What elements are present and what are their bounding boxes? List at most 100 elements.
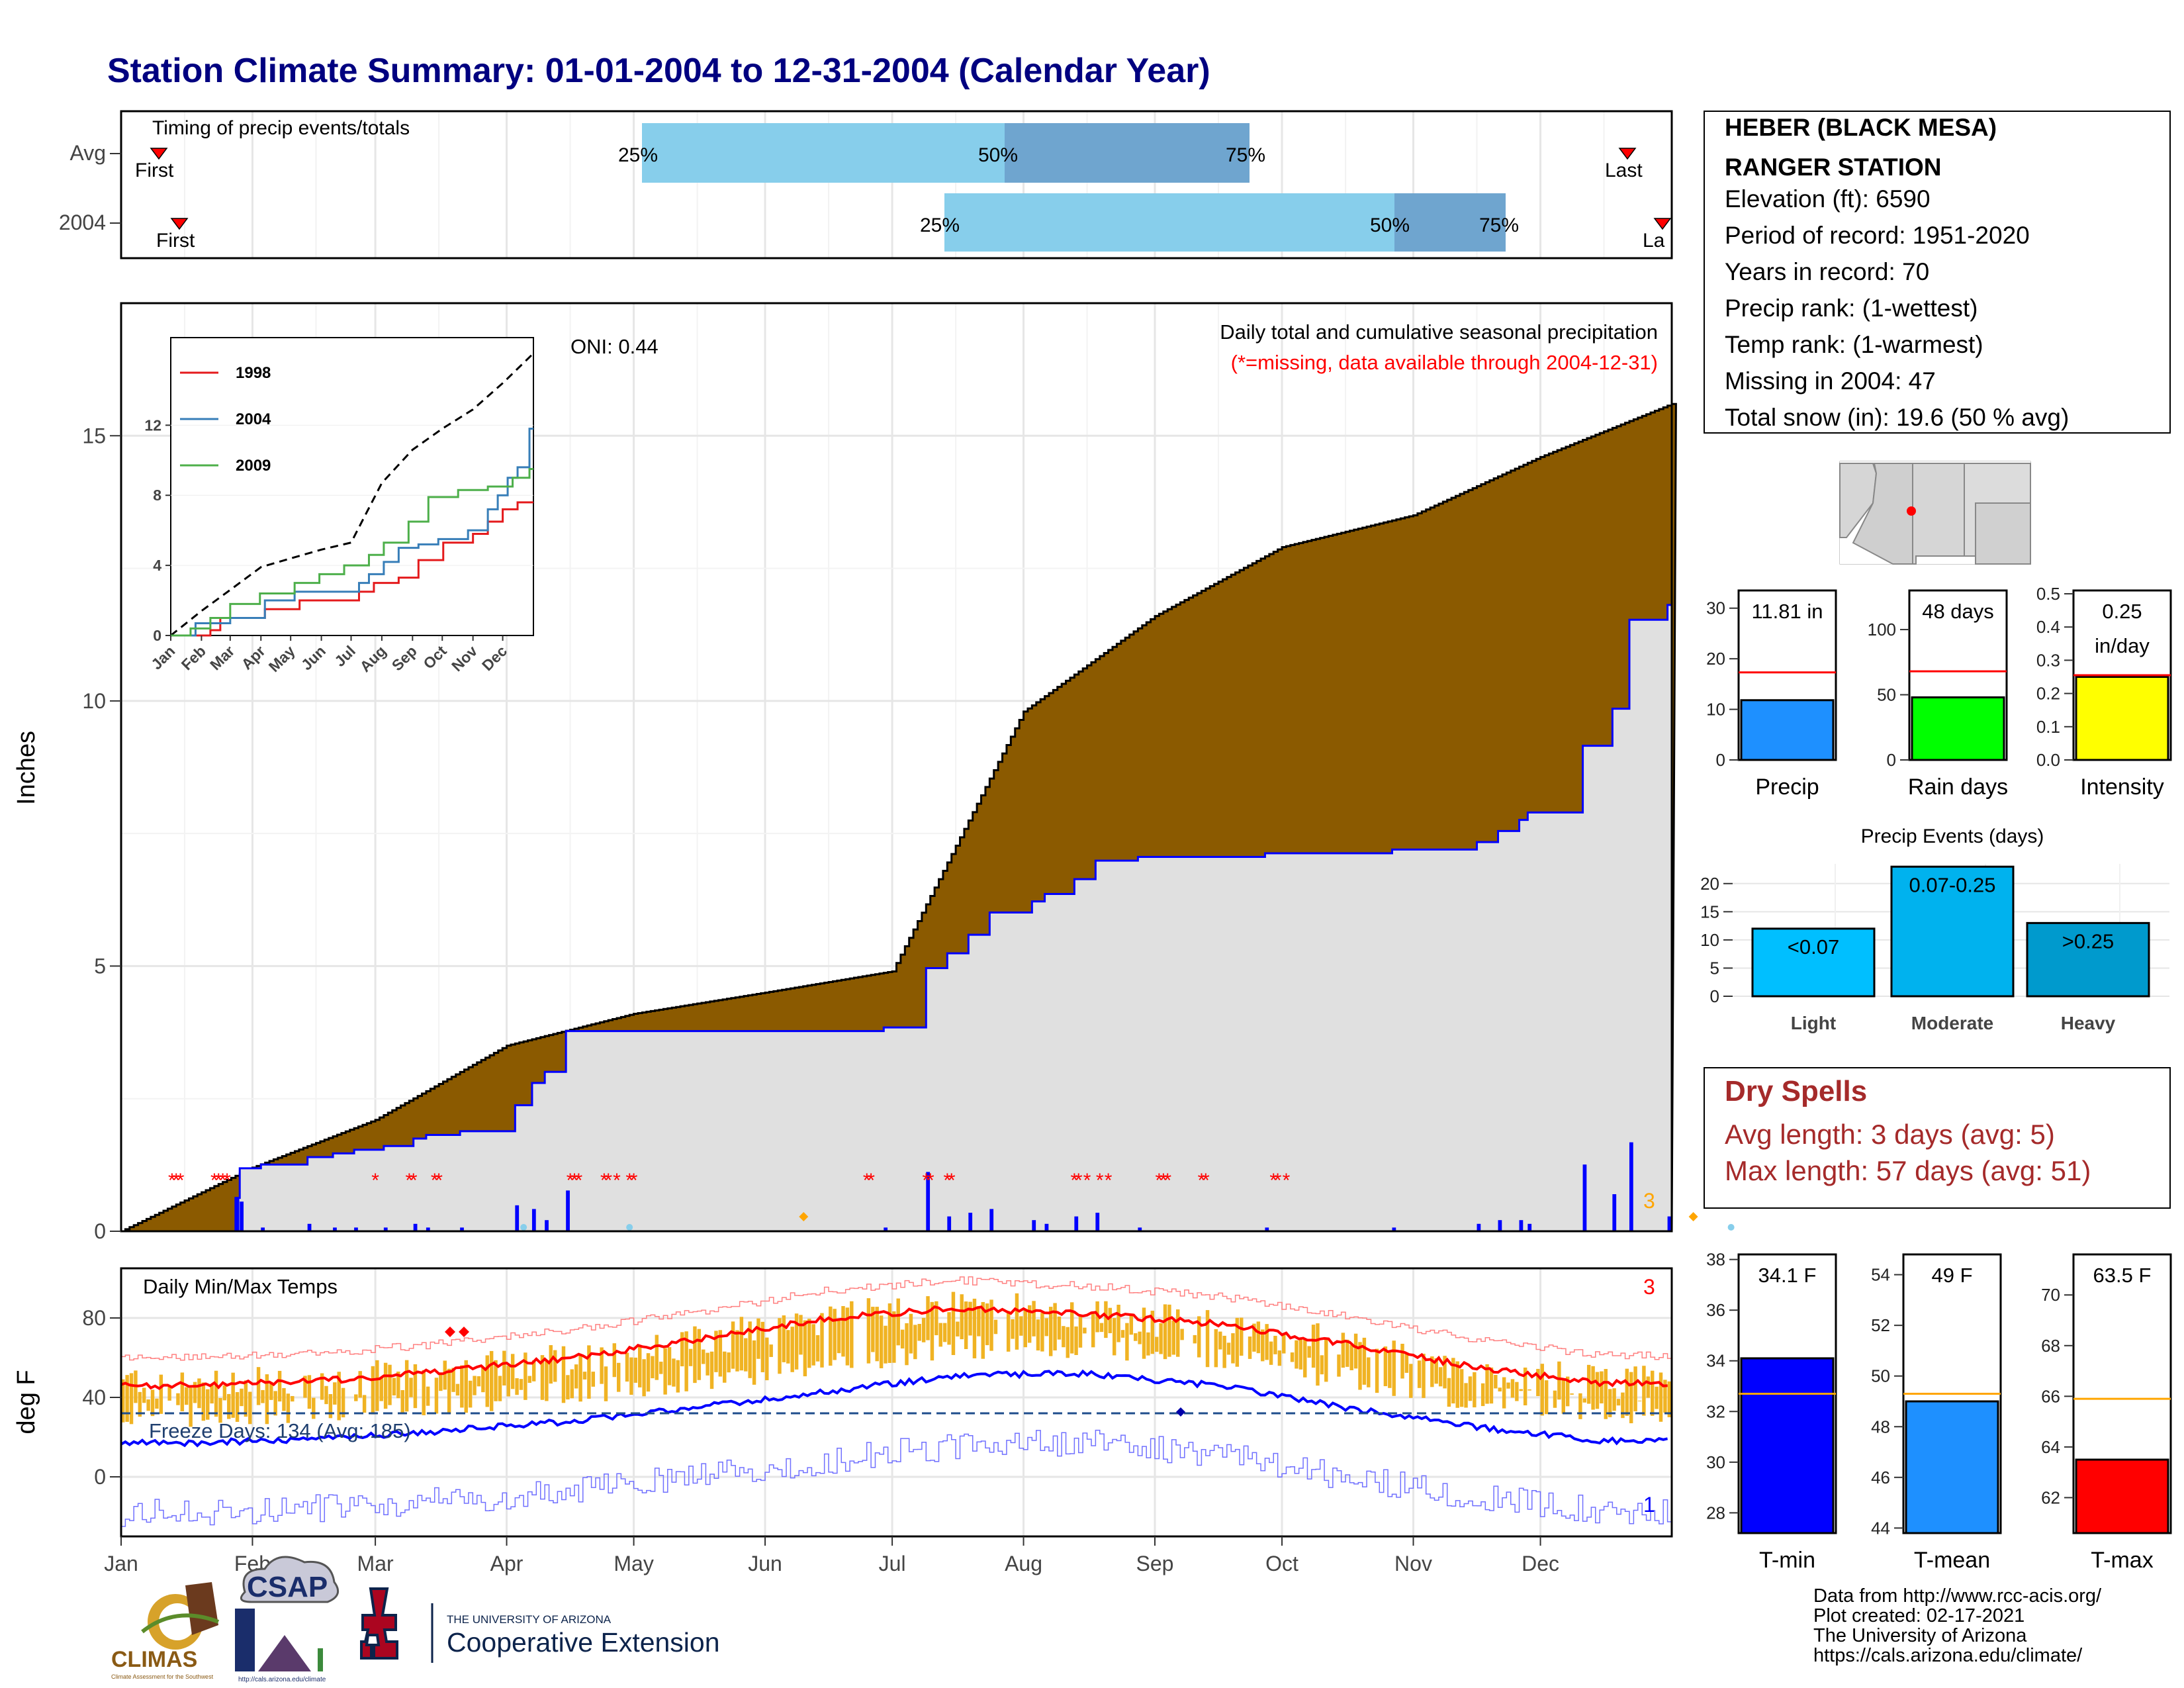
oni-value: ONI: 0.44 — [570, 335, 659, 358]
avg-50-label: 50% — [978, 144, 1018, 166]
daily-temp-bar — [684, 1331, 688, 1391]
month-label: Jun — [748, 1552, 782, 1575]
daily-temp-bar — [138, 1391, 142, 1417]
temp-ytick-label: 80 — [82, 1306, 106, 1330]
missing-marker-icon: * — [604, 1170, 612, 1192]
daily-temp-bar — [422, 1370, 426, 1415]
daily-temp-bar — [956, 1321, 960, 1336]
daily-precip-bar — [333, 1227, 337, 1231]
daily-temp-bar — [909, 1313, 913, 1354]
daily-temp-bar — [1324, 1338, 1328, 1382]
daily-temp-bar — [1062, 1326, 1066, 1348]
snow-marker-icon — [626, 1224, 633, 1231]
daily-temp-bar — [197, 1378, 201, 1409]
daily-temp-bar — [473, 1376, 477, 1395]
missing-marker-icon: * — [431, 1170, 439, 1192]
summary-ytick-label: 44 — [1871, 1518, 1890, 1538]
daily-temp-bar — [519, 1379, 523, 1390]
summary-value-label: in/day — [2095, 634, 2150, 657]
daily-temp-bar — [1468, 1376, 1473, 1401]
daily-temp-bar — [1358, 1342, 1362, 1390]
daily-temp-bar — [206, 1389, 210, 1420]
summary-ytick-label: 28 — [1706, 1503, 1725, 1523]
daily-temp-bar — [189, 1387, 193, 1427]
daily-temp-bar — [879, 1315, 884, 1369]
y2004-last-marker-icon — [1653, 218, 1672, 230]
summary-ytick-label: 34 — [1706, 1351, 1725, 1371]
summary-ytick-label: 50 — [1877, 685, 1896, 705]
inset-legend-label: 1998 — [236, 364, 271, 382]
daily-temp-bar — [1409, 1364, 1413, 1398]
daily-temp-bar — [481, 1367, 485, 1393]
daily-temp-bar — [1595, 1372, 1600, 1409]
station-temp-rank: Temp rank: (1-warmest) — [1725, 331, 1983, 358]
summary-ytick-label: 30 — [1706, 598, 1725, 618]
summary-value-label: 49 F — [1931, 1264, 1972, 1287]
daily-temp-bar — [1578, 1393, 1582, 1419]
daily-temp-bar — [1006, 1311, 1011, 1352]
month-label: Mar — [357, 1552, 394, 1575]
daily-precip-bar — [926, 1172, 931, 1231]
missing-marker-icon: * — [371, 1170, 379, 1192]
missing-marker-icon: * — [943, 1170, 951, 1192]
summary-bars: 0 10 20 30 11.81 in Precip 0 50 100 48 days Rain d… — [1706, 584, 2172, 800]
missing-marker-icon: * — [1198, 1170, 1206, 1192]
missing-marker-icon: * — [567, 1170, 574, 1192]
missing-marker-icon: * — [223, 1170, 231, 1192]
station-elevation: Elevation (ft): 6590 — [1725, 185, 1931, 212]
timing-label: Timing of precip events/totals — [152, 117, 410, 139]
daily-temp-bar — [938, 1323, 942, 1347]
summary-label: Intensity — [2080, 774, 2164, 800]
daily-temp-bar — [1303, 1339, 1307, 1378]
missing-marker-icon: * — [410, 1170, 418, 1192]
daily-temp-bar — [1473, 1372, 1477, 1408]
daily-temp-bar — [1265, 1324, 1269, 1360]
daily-temp-bar — [1464, 1383, 1468, 1408]
daily-temp-bar — [1553, 1390, 1557, 1408]
daily-temp-bar — [1222, 1335, 1226, 1368]
daily-temp-bar — [968, 1301, 972, 1336]
precip-events-ytick-label: 20 — [1700, 874, 1719, 894]
daily-temp-bar — [1015, 1293, 1019, 1350]
daily-temp-bar — [1544, 1380, 1549, 1415]
timing-row-avg: Avg — [69, 141, 106, 165]
daily-precip-bar — [1138, 1227, 1142, 1231]
timing-row-2004: 2004 — [59, 211, 106, 234]
daily-temp-bar — [324, 1385, 328, 1405]
daily-temp-bar — [667, 1347, 672, 1385]
daily-temp-bar — [913, 1325, 917, 1360]
daily-temp-bar — [1290, 1352, 1295, 1362]
daily-temp-bar — [811, 1324, 815, 1366]
daily-temp-bar — [1311, 1325, 1316, 1368]
daily-temp-bar — [930, 1301, 934, 1361]
summary-ytick-label: 62 — [2041, 1487, 2060, 1507]
summary-ytick-label: 66 — [2041, 1386, 2060, 1406]
climas-wordmark: CLIMAS — [111, 1647, 197, 1672]
daily-temp-bar — [540, 1355, 545, 1400]
daily-temp-bar — [900, 1329, 905, 1349]
summary-label: T-max — [2091, 1548, 2153, 1573]
daily-temp-bar — [887, 1303, 892, 1363]
inset-avg-line — [170, 352, 535, 637]
daily-temp-bar — [1197, 1316, 1201, 1358]
missing-marker-icon: * — [630, 1170, 638, 1192]
daily-temp-bar — [604, 1366, 608, 1401]
daily-temp-bar — [1659, 1372, 1663, 1422]
daily-temp-bar — [600, 1347, 604, 1384]
station-years: Years in record: 70 — [1725, 258, 1929, 285]
y2004-75-label: 75% — [1479, 214, 1519, 236]
daily-temp-bar — [829, 1306, 833, 1366]
daily-temp-bar — [1527, 1389, 1531, 1391]
daily-temp-bar — [549, 1345, 553, 1384]
ua-small-text: THE UNIVERSITY OF ARIZONA — [447, 1613, 612, 1626]
daily-temp-bar — [1078, 1316, 1083, 1348]
summary-ytick-label: 20 — [1706, 649, 1725, 669]
daily-temp-bar — [1616, 1399, 1621, 1406]
daily-temp-bar — [625, 1352, 629, 1382]
daily-temp-bar — [498, 1376, 502, 1401]
summary-ytick-label: 0 — [1716, 750, 1725, 770]
daily-temp-bar — [1231, 1333, 1235, 1364]
inset-ytick-label: 8 — [153, 487, 161, 504]
daily-temp-bar — [362, 1395, 367, 1413]
daily-temp-bar — [1053, 1303, 1057, 1351]
